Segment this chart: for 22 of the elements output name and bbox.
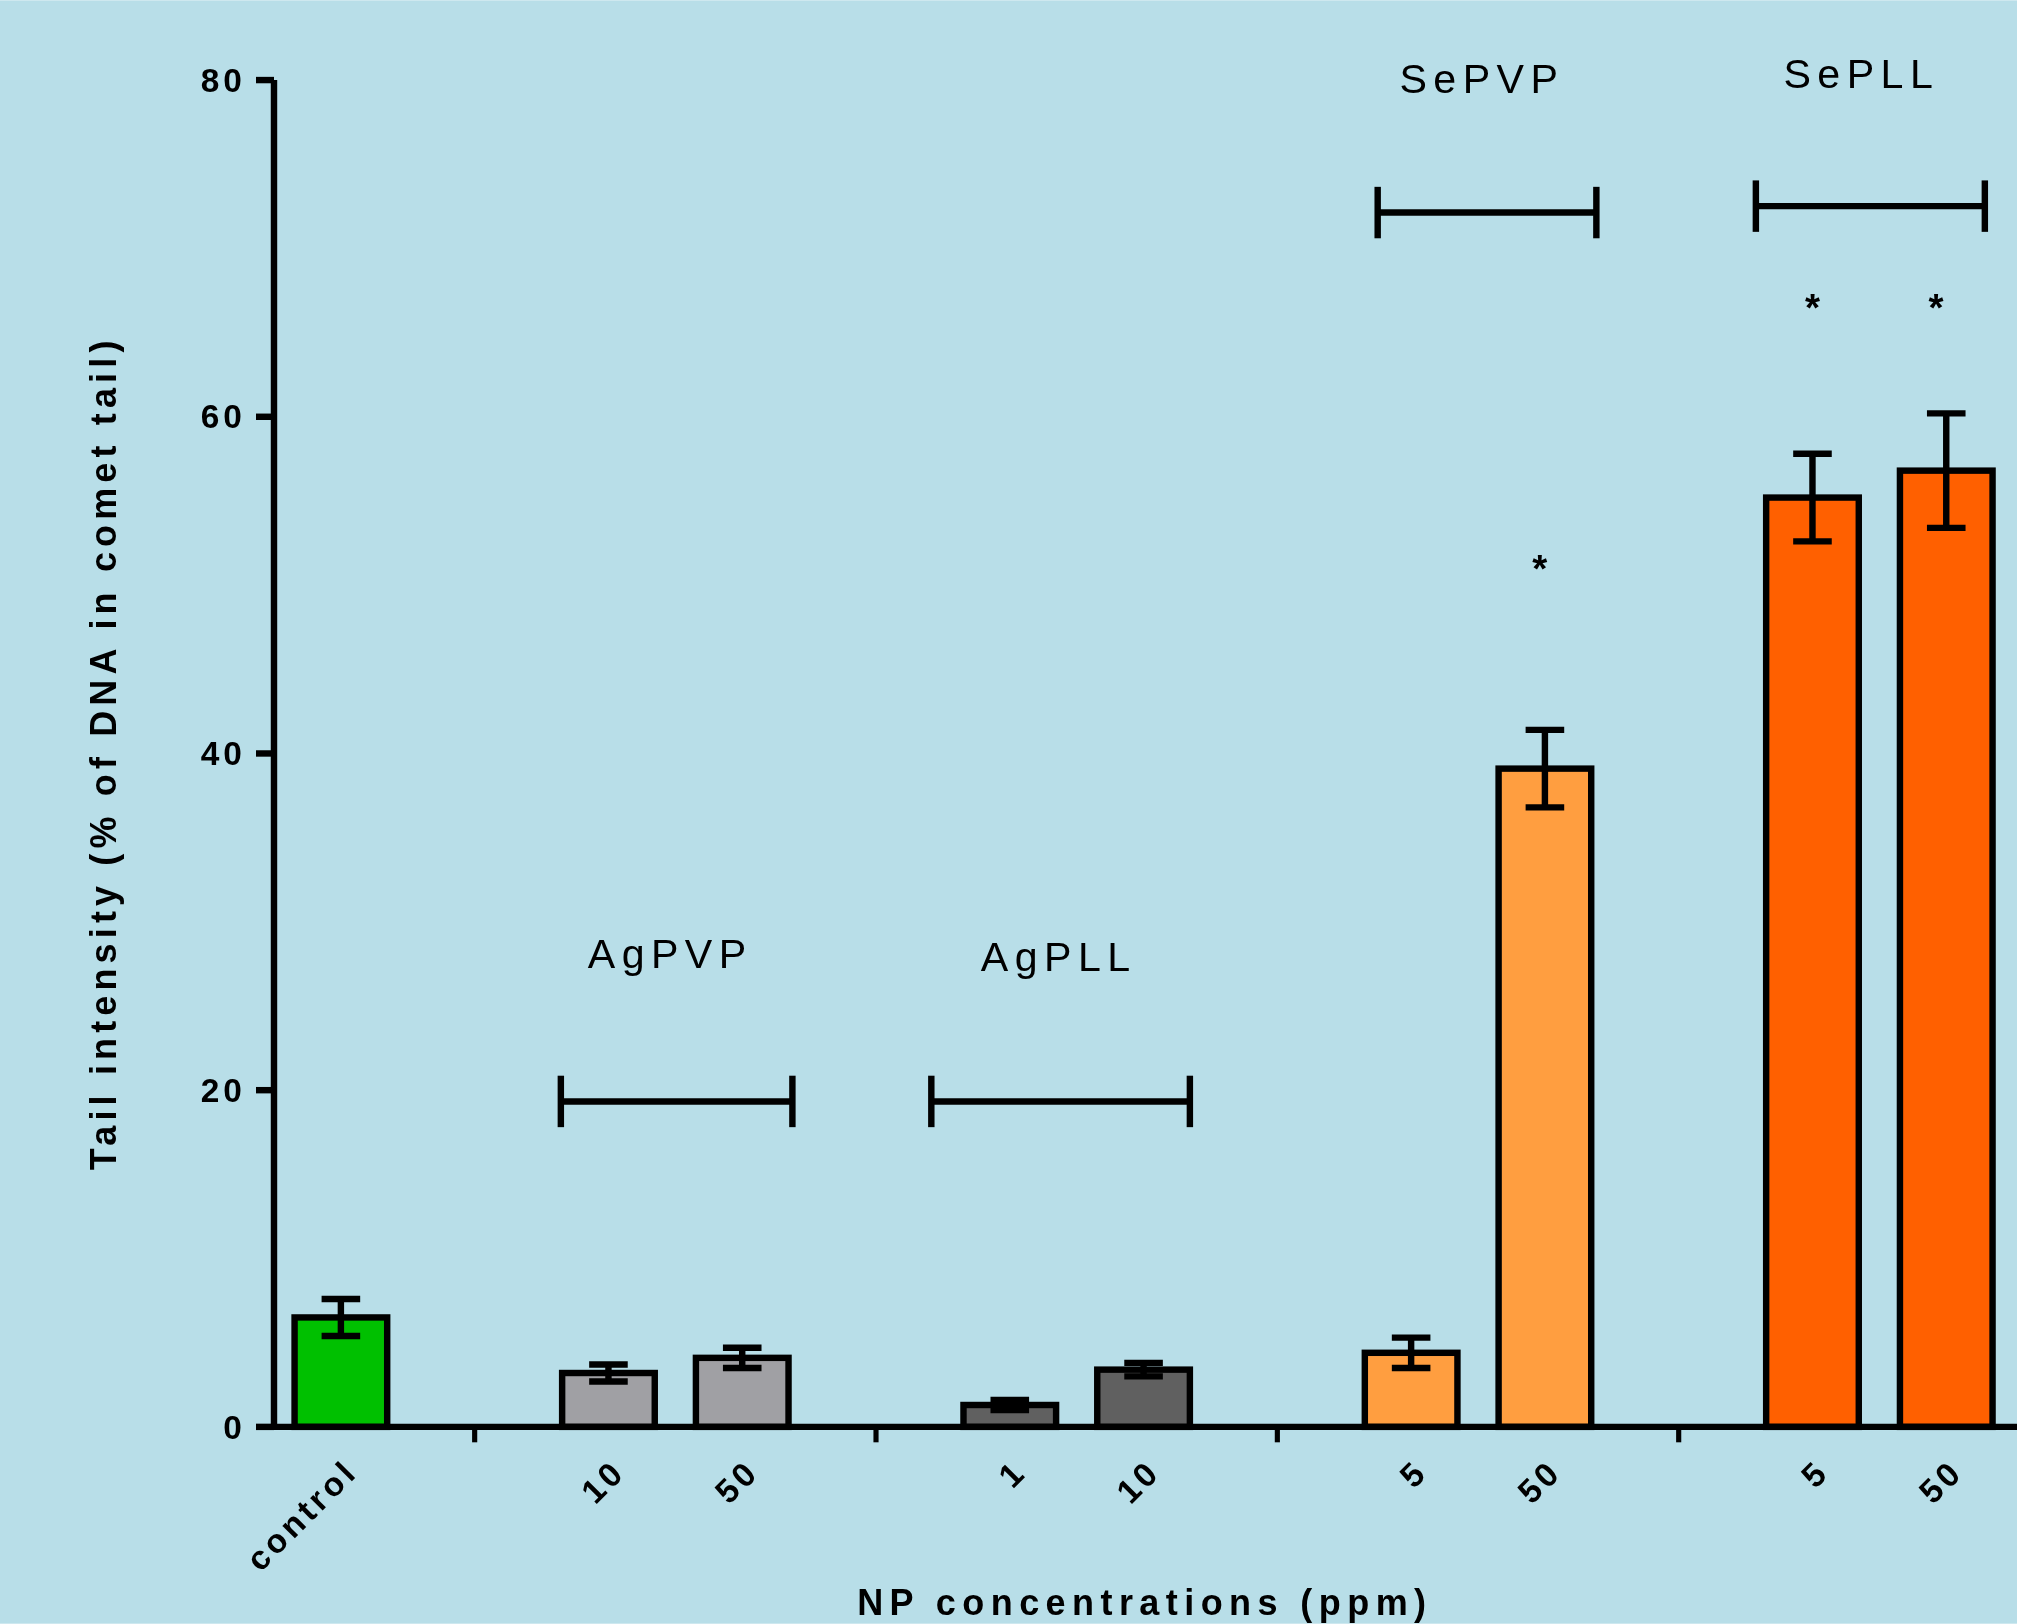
x-tick-label: 10 [1109, 1452, 1168, 1511]
x-tick-label: 50 [1510, 1452, 1569, 1511]
y-tick-label: 80 [200, 61, 246, 99]
y-tick-label: 40 [200, 735, 246, 773]
annotation: * [1928, 285, 1944, 329]
y-axis-title: Tail intensity (% of DNA in comet tail) [82, 335, 124, 1171]
annotation: AgPVP [587, 930, 753, 977]
x-tick-label: 50 [707, 1452, 766, 1511]
y-tick-label: 60 [200, 398, 246, 436]
y-tick-label: 20 [200, 1071, 246, 1109]
y-tick-label: 0 [223, 1408, 246, 1446]
x-tick-label: 10 [574, 1452, 632, 1511]
x-tick-label: 5 [1793, 1452, 1836, 1495]
x-tick-label: 5 [1392, 1452, 1435, 1495]
annotation: AgPLL [980, 934, 1137, 981]
annotation: SePLL [1783, 50, 1940, 97]
annotation: SePVP [1399, 55, 1565, 102]
annotation: * [1532, 546, 1548, 590]
x-tick-label: 50 [1911, 1452, 1970, 1511]
x-axis-title: NP concentrations (ppm) [857, 1581, 1433, 1623]
x-tick-label: 1 [991, 1452, 1034, 1495]
annotation: * [1804, 285, 1820, 329]
